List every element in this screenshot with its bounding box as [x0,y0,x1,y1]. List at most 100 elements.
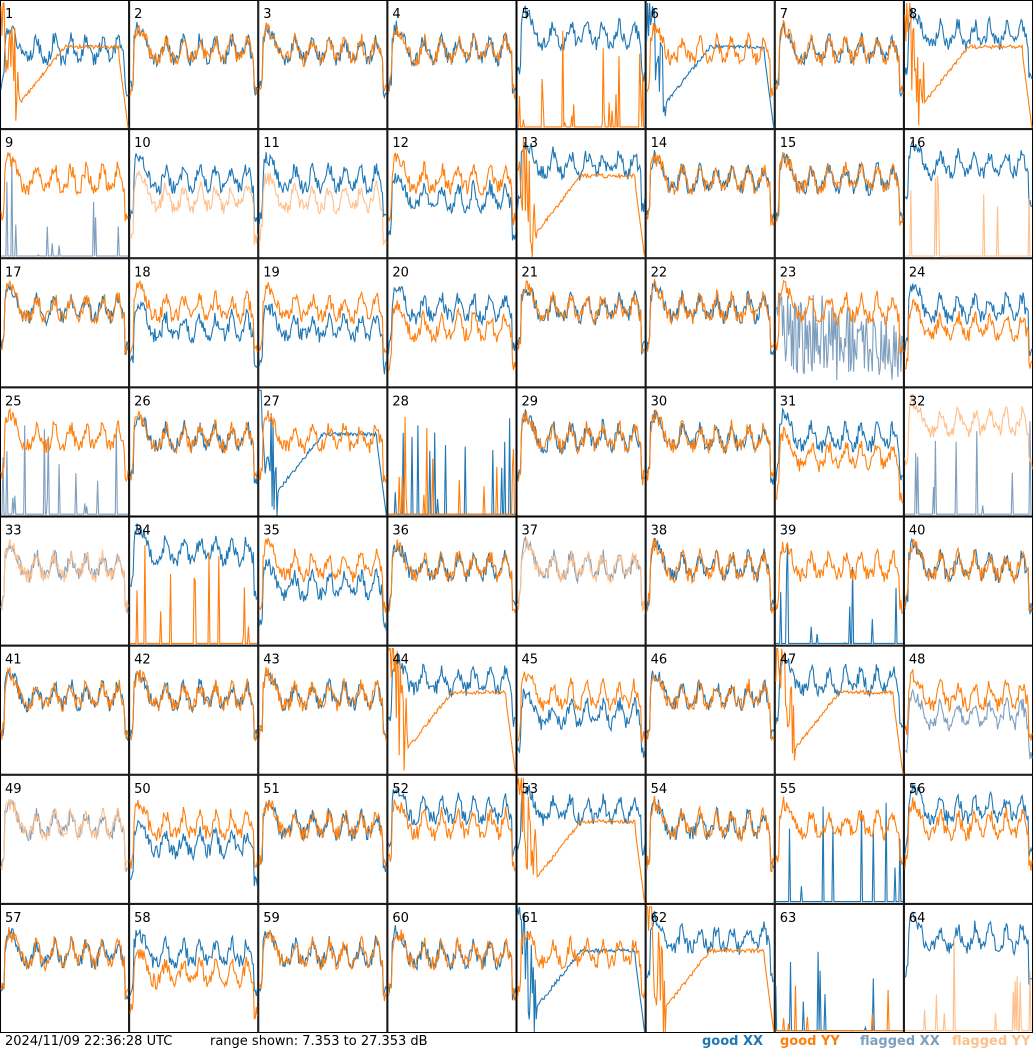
tile-panel-63: 63 [774,903,904,1033]
panel-label: 8 [909,7,917,22]
series-yy-1 [0,2,129,129]
panel-label: 50 [134,782,151,797]
series-xx-6 [646,2,775,129]
panel-frame [903,903,1033,1033]
panel-label: 26 [134,394,151,409]
series-yy-38 [646,538,775,614]
panel-frame [258,387,388,517]
series-xx-32 [904,421,1032,515]
panel-label: 12 [392,136,409,151]
tile-panel-7: 7 [774,0,904,130]
panel-label: 51 [263,782,280,797]
panel-label: 17 [5,265,22,280]
series-yy-53 [516,777,646,903]
series-yy-58 [129,948,258,1020]
series-yy-7 [775,18,904,95]
panel-frame [516,516,646,646]
series-xx-44 [387,654,516,727]
series-yy-56 [904,797,1033,871]
series-yy-47 [775,648,904,774]
series-yy-54 [646,795,775,873]
tile-panel-14: 14 [645,129,775,259]
panel-label: 39 [780,524,797,539]
tile-panel-4: 4 [387,0,517,130]
panel-frame [258,903,388,1033]
series-yy-50 [129,799,258,869]
panel-frame [387,645,517,775]
series-yy-20 [387,300,517,373]
panel-label: 35 [263,524,280,539]
panel-frame [774,387,904,517]
series-yy-42 [129,670,258,742]
series-xx-35 [258,558,387,632]
panel-frame [258,774,388,904]
tile-panel-10: 10 [129,129,259,259]
panel-frame [0,258,130,388]
panel-label: 48 [909,653,926,668]
series-yy-6 [646,22,774,98]
panel-frame [645,516,775,646]
tile-panel-56: 56 [903,774,1033,904]
series-yy-59 [258,929,387,1002]
panel-label: 19 [263,265,280,280]
panel-frame [387,387,517,517]
tile-panel-26: 26 [129,387,259,517]
panel-frame [387,258,517,388]
legend-good-yy: good YY [780,1034,840,1049]
tile-panel-64: 64 [903,903,1033,1033]
tile-panel-49: 49 [0,774,130,904]
tile-panel-29: 29 [516,387,646,517]
panel-label: 64 [909,911,926,926]
tile-panel-40: 40 [903,516,1033,646]
panel-label: 59 [263,911,280,926]
series-xx-57 [0,928,129,1000]
panel-label: 44 [392,653,409,668]
series-yy-43 [258,666,387,743]
panel-frame [774,516,904,646]
panel-frame [645,645,775,775]
series-xx-47 [775,654,904,729]
panel-label: 20 [392,265,409,280]
series-yy-17 [0,279,129,355]
series-yy-26 [129,410,258,481]
panel-label: 22 [651,265,668,280]
series-yy-16 [904,175,1032,258]
panel-label: 32 [909,394,926,409]
tile-panel-53: 53 [516,774,646,904]
panel-label: 3 [263,7,271,22]
panel-label: 33 [5,524,22,539]
panel-frame [903,387,1033,517]
series-yy-2 [129,24,258,96]
panel-frame [0,0,130,130]
tile-panel-16: 16 [903,129,1033,259]
panel-label: 15 [780,136,797,151]
panel-label: 36 [392,524,409,539]
panel-frame [516,387,646,517]
series-yy-28 [388,416,516,515]
series-yy-48 [904,669,1033,741]
tile-panel-38: 38 [645,516,775,646]
panel-label: 49 [5,782,22,797]
series-xx-18 [129,300,258,369]
series-xx-14 [646,150,775,222]
tile-panel-41: 41 [0,645,130,775]
timestamp: 2024/11/09 22:36:28 UTC [5,1034,173,1049]
series-xx-8 [904,7,1033,80]
panel-frame [0,645,130,775]
panel-label: 10 [134,136,151,151]
panel-label: 4 [392,7,400,22]
series-yy-61 [516,930,646,1000]
panel-frame [0,387,130,517]
panel-label: 55 [780,782,797,797]
series-xx-54 [646,797,775,871]
panel-label: 25 [5,394,22,409]
tile-panel-22: 22 [645,258,775,388]
tile-panel-50: 50 [129,774,259,904]
tile-panel-51: 51 [258,774,388,904]
series-xx-56 [904,784,1033,857]
panel-label: 27 [263,394,280,409]
panel-frame [0,903,130,1033]
panel-label: 30 [651,394,668,409]
tile-panel-34: 34 [129,516,259,646]
panel-frame [645,774,775,904]
